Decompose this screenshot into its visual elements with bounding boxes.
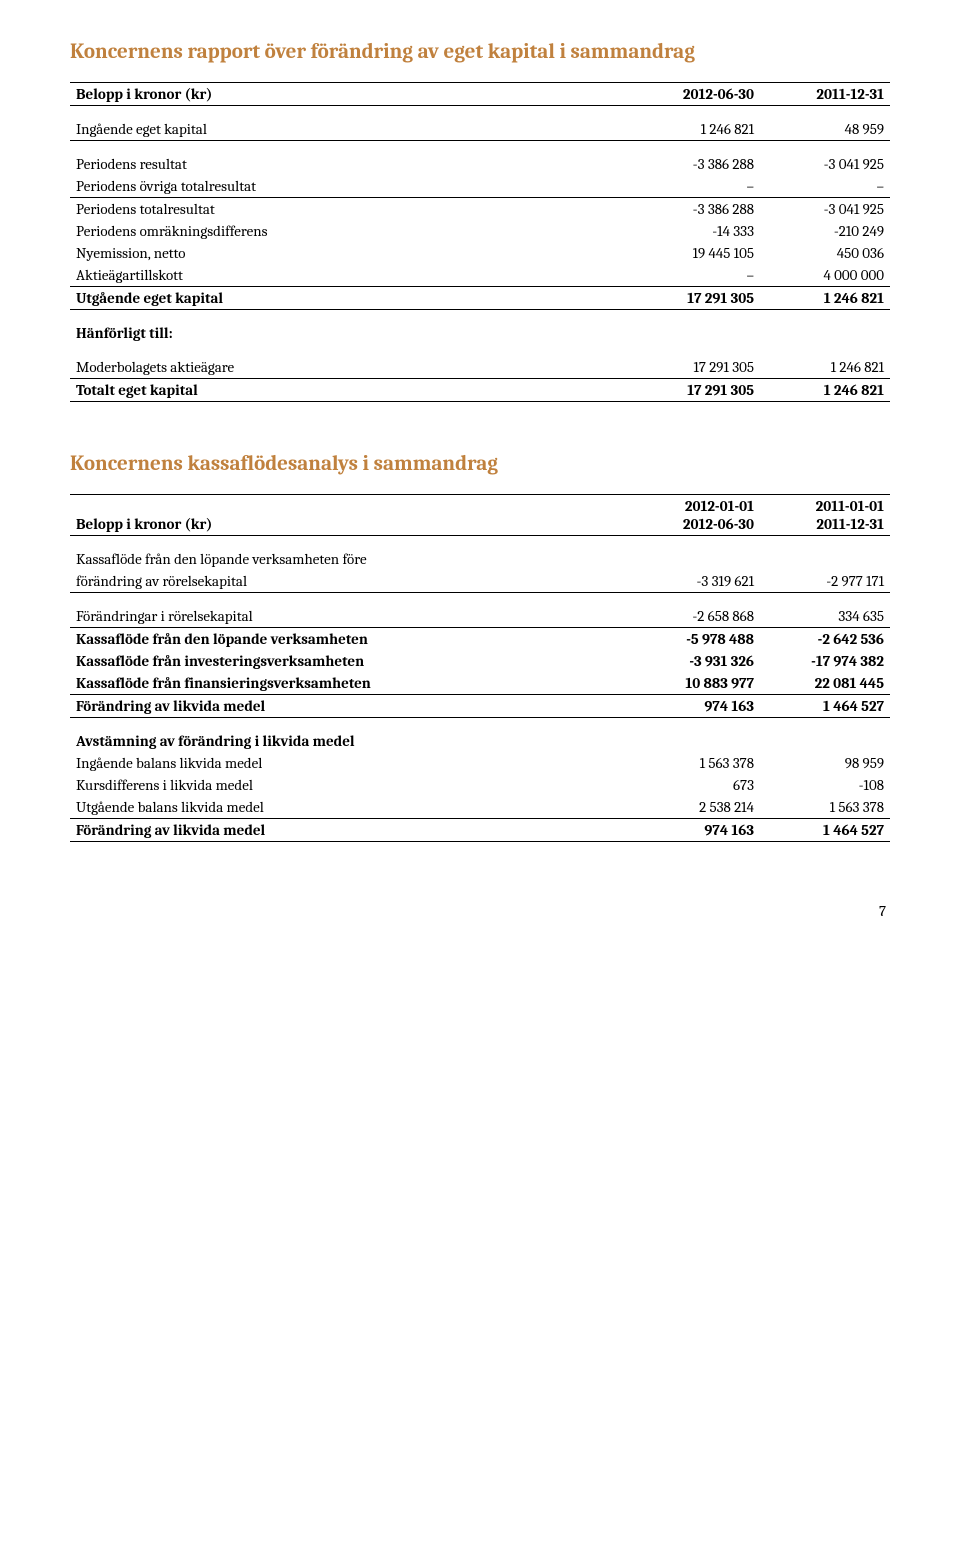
row-label: Periodens totalresultat: [70, 198, 630, 221]
cashflow-table: Belopp i kronor (kr) 2012-01-01 2012-06-…: [70, 494, 890, 842]
row-val: -210 249: [760, 220, 890, 242]
row-label: Periodens resultat: [70, 141, 630, 176]
recon-heading: Avstämning av förändring i likvida medel: [70, 718, 630, 753]
row-val: 673: [630, 774, 760, 796]
row-val: -108: [760, 774, 890, 796]
empty-cell: [630, 718, 760, 753]
row-val: -5 978 488: [630, 628, 760, 651]
row-label: Kassaflöde från den löpande verksamheten: [70, 628, 630, 651]
row-val: 1 246 821: [760, 287, 890, 310]
row-val: 4 000 000: [760, 264, 890, 287]
equity-title: Koncernens rapport över förändring av eg…: [70, 40, 890, 64]
empty-cell: [760, 718, 890, 753]
row-label: Periodens övriga totalresultat: [70, 175, 630, 198]
row-val: -3 386 288: [630, 198, 760, 221]
row-val: 48 959: [760, 106, 890, 141]
row-val: -17 974 382: [760, 650, 890, 672]
page-number: 7: [70, 902, 890, 920]
row-val: -14 333: [630, 220, 760, 242]
cf-header-col1-top: 2012-01-01: [636, 497, 754, 515]
row-val: -3 386 288: [630, 141, 760, 176]
row-val: -3 931 326: [630, 650, 760, 672]
row-label: Totalt eget kapital: [70, 379, 630, 402]
row-label: Moderbolagets aktieägare: [70, 344, 630, 379]
equity-table: Belopp i kronor (kr) 2012-06-30 2011-12-…: [70, 82, 890, 402]
empty-cell: [760, 536, 890, 571]
row-label: Kassaflöde från den löpande verksamheten…: [70, 536, 630, 571]
row-val: –: [760, 175, 890, 198]
row-label: Utgående eget kapital: [70, 287, 630, 310]
equity-header-col2: 2011-12-31: [760, 83, 890, 106]
row-label: Förändring av likvida medel: [70, 695, 630, 718]
row-val: 1 246 821: [760, 344, 890, 379]
row-val: 1 464 527: [760, 819, 890, 842]
row-val: -2 977 171: [760, 570, 890, 593]
row-label: Kassaflöde från investeringsverksamheten: [70, 650, 630, 672]
row-val: 98 959: [760, 752, 890, 774]
cashflow-title: Koncernens kassaflödesanalys i sammandra…: [70, 452, 890, 476]
row-val: 450 036: [760, 242, 890, 264]
row-label: Kassaflöde från finansieringsverksamhete…: [70, 672, 630, 695]
row-label: Förändringar i rörelsekapital: [70, 593, 630, 628]
empty-cell: [630, 536, 760, 571]
row-val: -3 041 925: [760, 198, 890, 221]
row-label: Ingående eget kapital: [70, 106, 630, 141]
row-val: 974 163: [630, 695, 760, 718]
row-val: 1 246 821: [630, 106, 760, 141]
row-val: 1 464 527: [760, 695, 890, 718]
cf-header-label: Belopp i kronor (kr): [70, 495, 630, 536]
row-label: Periodens omräkningsdifferens: [70, 220, 630, 242]
cf-header-col2-top: 2011-01-01: [766, 497, 884, 515]
row-label: Utgående balans likvida medel: [70, 796, 630, 819]
row-val: 17 291 305: [630, 287, 760, 310]
equity-header-col1: 2012-06-30: [630, 83, 760, 106]
cf-header-col1: 2012-01-01 2012-06-30: [630, 495, 760, 536]
empty-cell: [760, 310, 890, 345]
row-label: förändring av rörelsekapital: [70, 570, 630, 593]
row-val: 19 445 105: [630, 242, 760, 264]
equity-header-label: Belopp i kronor (kr): [70, 83, 630, 106]
row-val: 974 163: [630, 819, 760, 842]
row-val: -2 658 868: [630, 593, 760, 628]
row-val: –: [630, 264, 760, 287]
row-val: 22 081 445: [760, 672, 890, 695]
cf-header-col1-bot: 2012-06-30: [636, 515, 754, 533]
cf-header-col2: 2011-01-01 2011-12-31: [760, 495, 890, 536]
row-label: Förändring av likvida medel: [70, 819, 630, 842]
row-val: 1 563 378: [760, 796, 890, 819]
row-val: -3 319 621: [630, 570, 760, 593]
row-val: 17 291 305: [630, 344, 760, 379]
row-val: 1 563 378: [630, 752, 760, 774]
row-label: Ingående balans likvida medel: [70, 752, 630, 774]
attr-heading: Hänförligt till:: [70, 310, 630, 345]
row-val: 334 635: [760, 593, 890, 628]
empty-cell: [630, 310, 760, 345]
row-val: 17 291 305: [630, 379, 760, 402]
row-val: 2 538 214: [630, 796, 760, 819]
row-val: –: [630, 175, 760, 198]
row-label: Nyemission, netto: [70, 242, 630, 264]
cf-header-col2-bot: 2011-12-31: [766, 515, 884, 533]
row-label: Aktieägartillskott: [70, 264, 630, 287]
row-val: 1 246 821: [760, 379, 890, 402]
row-label: Kursdifferens i likvida medel: [70, 774, 630, 796]
row-val: 10 883 977: [630, 672, 760, 695]
row-val: -3 041 925: [760, 141, 890, 176]
row-val: -2 642 536: [760, 628, 890, 651]
